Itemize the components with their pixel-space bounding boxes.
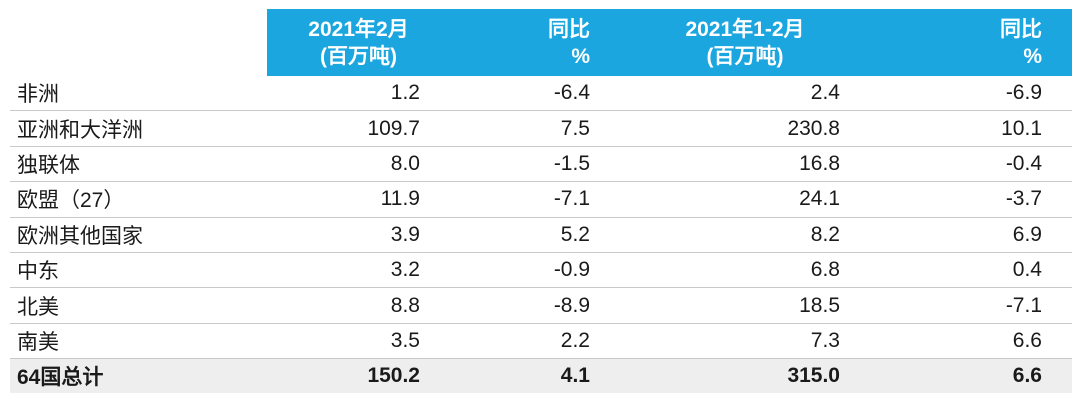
value-feb: 3.5: [390, 328, 420, 352]
value-jan-feb-yoy: -0.4: [1005, 151, 1042, 175]
region-label: 南美: [17, 330, 59, 354]
value-feb-yoy: 7.5: [560, 116, 590, 140]
value-feb-yoy: 2.2: [560, 328, 590, 352]
col-header-line2: (百万吨): [320, 44, 397, 68]
table-row-total-64-countries: 64国总计 150.2 4.1 315.0 6.6: [10, 359, 1072, 394]
region-label: 亚洲和大洋洲: [17, 118, 143, 142]
region-label: 北美: [17, 295, 59, 319]
value-jan-feb: 16.8: [799, 151, 840, 175]
value-feb: 3.2: [390, 258, 420, 282]
table-row-africa: 非洲 1.2 -6.4 2.4 -6.9: [10, 76, 1072, 112]
table-header-row: 2021年2月 (百万吨) 同比 % 2021年1-2月 (百万吨) 同比 %: [10, 9, 1072, 76]
value-jan-feb-yoy: 0.4: [1012, 258, 1042, 282]
col-header-line2: %: [571, 44, 590, 68]
region-label: 欧盟（27）: [17, 189, 125, 213]
col-header-jan-feb-yoy: 同比 %: [870, 9, 1072, 76]
value-jan-feb-yoy: 10.1: [1001, 116, 1042, 140]
value-feb: 109.7: [367, 116, 420, 140]
col-header-line1: 2021年2月: [308, 17, 409, 41]
table-row-north-america: 北美 8.8 -8.9 18.5 -7.1: [10, 288, 1072, 324]
value-jan-feb: 24.1: [799, 187, 840, 211]
value-jan-feb-yoy: -7.1: [1005, 293, 1042, 317]
table-row-middle-east: 中东 3.2 -0.9 6.8 0.4: [10, 253, 1072, 289]
value-jan-feb-yoy: 6.6: [1012, 328, 1042, 352]
table-row-other-europe: 欧洲其他国家 3.9 5.2 8.2 6.9: [10, 218, 1072, 253]
region-label: 中东: [17, 260, 59, 284]
region-label: 64国总计: [17, 366, 104, 390]
col-header-line2: (百万吨): [706, 44, 784, 68]
table-row-cis: 独联体 8.0 -1.5 16.8 -0.4: [10, 147, 1072, 183]
value-jan-feb-yoy: -3.7: [1005, 187, 1042, 211]
col-header-feb-2021: 2021年2月 (百万吨): [267, 9, 450, 76]
value-feb: 11.9: [380, 187, 420, 211]
value-jan-feb-yoy: 6.9: [1012, 222, 1042, 246]
value-feb: 8.8: [390, 293, 420, 317]
value-feb-yoy: -8.9: [553, 293, 590, 317]
value-feb-yoy: 5.2: [560, 222, 590, 246]
steel-production-table: 2021年2月 (百万吨) 同比 % 2021年1-2月 (百万吨) 同比 % …: [10, 9, 1072, 394]
value-feb-yoy: -0.9: [553, 258, 590, 282]
value-jan-feb: 8.2: [810, 222, 840, 246]
value-jan-feb: 2.4: [810, 81, 840, 105]
value-jan-feb-yoy: 6.6: [1012, 364, 1042, 388]
value-feb-yoy: -7.1: [553, 187, 590, 211]
value-jan-feb: 230.8: [787, 116, 840, 140]
value-feb-yoy: -6.4: [553, 81, 590, 105]
col-header-line2: %: [1023, 44, 1042, 68]
value-feb: 150.2: [367, 364, 420, 388]
value-feb: 3.9: [390, 222, 420, 246]
header-spacer-cell: [10, 9, 267, 76]
value-jan-feb: 18.5: [799, 293, 840, 317]
value-feb: 8.0: [390, 151, 420, 175]
region-label: 独联体: [17, 153, 80, 177]
value-jan-feb: 6.8: [810, 258, 840, 282]
value-jan-feb: 315.0: [787, 364, 840, 388]
value-feb-yoy: -1.5: [553, 151, 590, 175]
region-label: 欧洲其他国家: [17, 224, 143, 248]
col-header-line1: 同比: [548, 17, 590, 41]
table-row-asia-oceania: 亚洲和大洋洲 109.7 7.5 230.8 10.1: [10, 111, 1072, 147]
region-label: 非洲: [17, 83, 59, 107]
col-header-line1: 2021年1-2月: [685, 17, 805, 41]
value-feb: 1.2: [390, 81, 420, 105]
table-row-eu27: 欧盟（27） 11.9 -7.1 24.1 -3.7: [10, 182, 1072, 218]
col-header-jan-feb-2021: 2021年1-2月 (百万吨): [620, 9, 870, 76]
table-row-south-america: 南美 3.5 2.2 7.3 6.6: [10, 324, 1072, 360]
value-feb-yoy: 4.1: [560, 364, 590, 388]
col-header-feb-yoy: 同比 %: [450, 9, 620, 76]
col-header-line1: 同比: [1000, 17, 1042, 41]
value-jan-feb-yoy: -6.9: [1005, 81, 1042, 105]
value-jan-feb: 7.3: [810, 328, 840, 352]
